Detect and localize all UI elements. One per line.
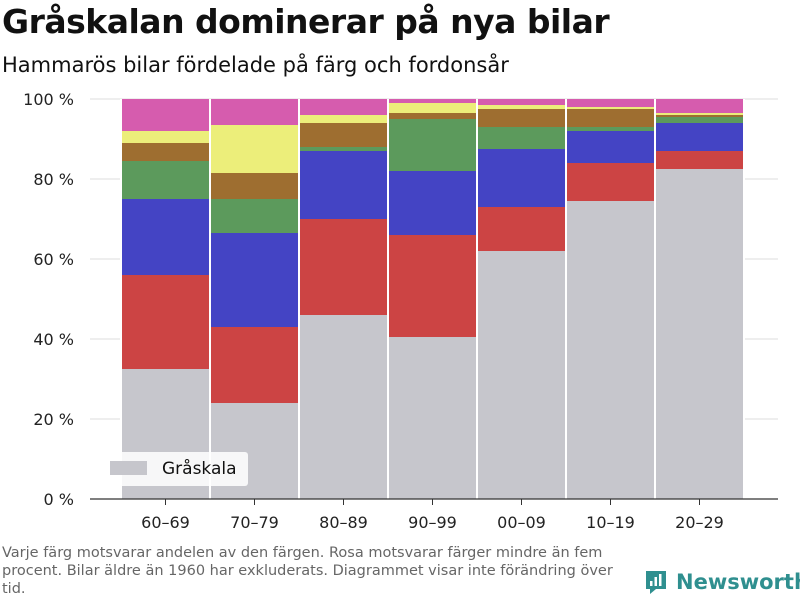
bar-segment <box>299 99 388 115</box>
page-title: Gråskalan dominerar på nya bilar <box>2 2 610 41</box>
x-tick-label: 00–09 <box>497 513 546 532</box>
bar-segment <box>121 131 210 143</box>
bar-segment <box>566 107 655 109</box>
bar-segment <box>210 125 299 173</box>
bar-segment <box>477 105 566 109</box>
bar-segment <box>388 235 477 337</box>
brand-logo: Newsworthy <box>644 569 800 595</box>
bar-segment <box>121 161 210 199</box>
bar-segment <box>388 103 477 113</box>
bar-segment <box>299 151 388 219</box>
y-tick-label: 80 % <box>33 170 74 189</box>
bar-segment <box>210 327 299 403</box>
bar-segment <box>299 219 388 315</box>
bars <box>120 99 745 499</box>
legend-swatch-graskala <box>110 461 147 475</box>
legend-label-graskala: Gråskala <box>162 458 237 479</box>
x-tick-label: 10–19 <box>586 513 635 532</box>
bar-segment <box>210 99 299 125</box>
bar-segment <box>210 233 299 327</box>
bar-segment <box>566 127 655 131</box>
stacked-bar-chart: 0 % 20 % 40 % 60 % 80 % 100 % 60–69 70–79 80–89… <box>23 90 778 532</box>
newsworthy-logo-icon <box>646 571 666 594</box>
bar-segment <box>566 163 655 201</box>
y-tick-label: 60 % <box>33 250 74 269</box>
bar-segment <box>210 199 299 233</box>
y-tick-label: 100 % <box>23 90 74 109</box>
bar-segment <box>566 131 655 163</box>
bar-segment <box>388 99 477 103</box>
footnote: Varje färg motsvarar andelen av den färg… <box>2 545 613 597</box>
bar-segment <box>655 115 744 117</box>
y-tick-label: 0 % <box>44 490 74 509</box>
bar-segment <box>388 119 477 171</box>
bar-segment <box>210 173 299 199</box>
bar-segment <box>655 117 744 123</box>
bar-segment <box>299 123 388 147</box>
bar-segment <box>121 99 210 131</box>
y-tick-label: 40 % <box>33 330 74 349</box>
page-subtitle: Hammarös bilar fördelade på färg och for… <box>2 53 509 77</box>
bar-segment <box>121 143 210 161</box>
bar-segment <box>566 99 655 107</box>
bar-segment <box>299 115 388 123</box>
bar-segment <box>299 315 388 499</box>
y-tick-label: 20 % <box>33 410 74 429</box>
bar-segment <box>477 109 566 127</box>
bar-segment <box>477 99 566 105</box>
x-tick-label: 90–99 <box>408 513 457 532</box>
bar-segment <box>477 251 566 499</box>
bar-segment <box>655 99 744 113</box>
x-axis-ticks: 60–69 70–79 80–89 90–99 00–09 10–19 20–29 <box>141 499 724 532</box>
bar-segment <box>388 337 477 499</box>
brand-name: Newsworthy <box>676 570 800 594</box>
bar-segment <box>388 171 477 235</box>
bar-segment <box>299 147 388 151</box>
bar-segment <box>655 123 744 151</box>
x-tick-label: 80–89 <box>319 513 368 532</box>
bar-segment <box>655 113 744 115</box>
bar-segment <box>477 207 566 251</box>
bar-segment <box>655 151 744 169</box>
bar-segment <box>121 199 210 275</box>
bar-segment <box>566 109 655 127</box>
legend: Gråskala <box>100 452 248 486</box>
bar-segment <box>388 113 477 119</box>
x-tick-label: 60–69 <box>141 513 190 532</box>
y-axis-ticks: 0 % 20 % 40 % 60 % 80 % 100 % <box>23 90 74 509</box>
bar-segment <box>121 275 210 369</box>
bar-segment <box>655 169 744 499</box>
x-tick-label: 70–79 <box>230 513 279 532</box>
x-tick-label: 20–29 <box>675 513 724 532</box>
bar-segment <box>477 149 566 207</box>
bar-segment <box>477 127 566 149</box>
legend-box <box>100 452 248 486</box>
bar-segment <box>566 201 655 499</box>
